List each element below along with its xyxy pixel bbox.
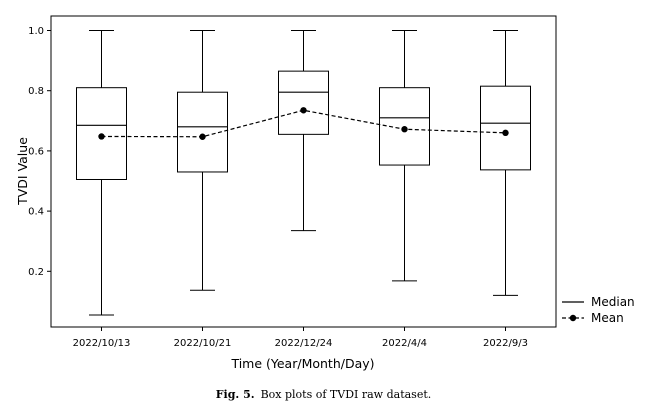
x-tick-label: 2022/9/3: [483, 338, 528, 349]
y-tick-label: 0.6: [28, 146, 44, 157]
caption-text: Box plots of TVDI raw dataset.: [260, 388, 432, 401]
box-3: [278, 30, 329, 232]
x-axis-title: Time (Year/Month/Day): [230, 356, 374, 371]
x-tick-label: 2022/10/21: [174, 338, 232, 349]
box-4: [379, 30, 430, 282]
x-axis: 2022/10/13 2022/10/21 2022/12/24 2022/4/4 20…: [73, 327, 528, 349]
legend: Median Mean: [562, 295, 635, 325]
box-5: [480, 30, 531, 296]
mean-point: [502, 129, 509, 137]
mean-point: [199, 133, 206, 140]
box-2: [177, 30, 228, 291]
mean-point: [300, 107, 307, 114]
iqr-box: [480, 85, 531, 171]
caption-label: Fig. 5.: [215, 388, 255, 401]
mean-point: [98, 133, 105, 140]
legend-mean-label: Mean: [591, 311, 624, 325]
boxes-layer: [76, 30, 531, 316]
y-tick-label: 1.0: [28, 26, 44, 37]
x-tick-label: 2022/12/24: [275, 338, 333, 349]
y-axis-title: TVDI Value: [15, 137, 30, 206]
y-tick-label: 0.8: [28, 86, 44, 97]
legend-median-label: Median: [591, 295, 635, 309]
box-1: [76, 30, 127, 316]
x-tick-label: 2022/10/13: [73, 338, 131, 349]
x-tick-label: 2022/4/4: [382, 338, 427, 349]
iqr-box: [278, 70, 329, 135]
mean-point: [401, 126, 408, 133]
legend-mean-marker: [569, 314, 577, 322]
y-tick-label: 0.2: [28, 267, 44, 278]
y-tick-label: 0.4: [28, 207, 44, 218]
mean-series-layer: [98, 107, 509, 140]
y-axis: 0.2 0.4 0.6 0.8 1.0: [28, 26, 51, 278]
figure-caption: Fig. 5. Box plots of TVDI raw dataset.: [0, 388, 647, 401]
